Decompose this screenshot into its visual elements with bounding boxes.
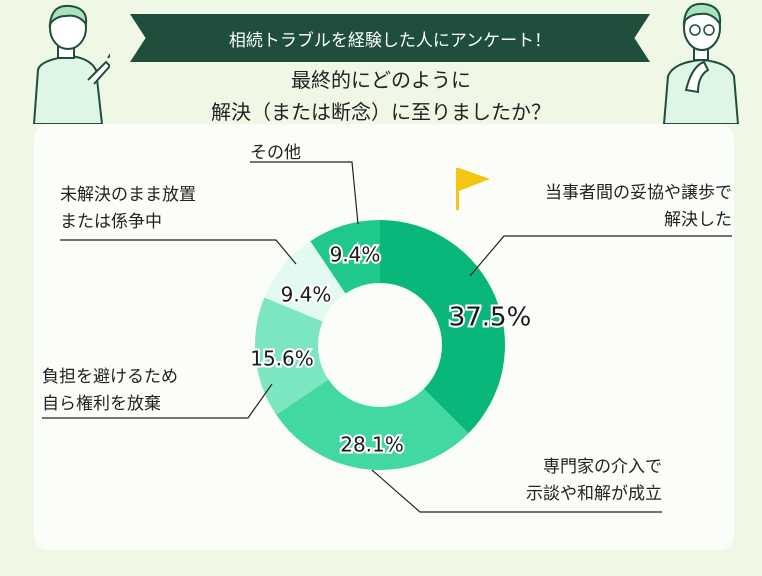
legend-label-1-line1: 専門家の介入で <box>543 457 662 477</box>
slice-value-label-0: 37.5% <box>449 303 532 333</box>
legend-label-3-line1: 未解決のまま放置 <box>60 185 196 205</box>
donut-slice-4 <box>310 220 380 294</box>
legend-label-4: その他 <box>250 140 301 167</box>
pointing-person-icon <box>32 4 110 124</box>
slice-value-label-4: 9.4% <box>330 243 381 267</box>
leader-line-0 <box>469 235 732 277</box>
legend-label-3: 未解決のまま放置 または係争中 <box>60 182 196 236</box>
legend-label-2-line1: 負担を避けるため <box>42 367 178 387</box>
leader-line-3 <box>60 239 297 265</box>
slice-value-label-1: 28.1% <box>340 433 404 457</box>
donut-slice-3 <box>264 241 346 322</box>
donut-slice-2 <box>255 297 329 415</box>
survey-banner: 相続トラブルを経験した人にアンケート！ <box>130 14 650 62</box>
legend-label-1: 専門家の介入で 示談や和解が成立 <box>526 454 662 508</box>
slice-value-label-2: 15.6% <box>250 347 314 371</box>
leader-line-4 <box>250 161 359 225</box>
legend-label-0-line2: 解決した <box>664 210 732 230</box>
donut-slice-1 <box>276 379 469 471</box>
slice-value-label-3: 9.4% <box>281 283 332 307</box>
legend-label-4-line1: その他 <box>250 143 301 163</box>
question-line-2: 解決（または断念）に至りましたか？ <box>211 100 551 124</box>
thinking-person-icon <box>662 2 740 124</box>
legend-label-2-line2: 自ら権利を放棄 <box>42 394 161 414</box>
legend-label-2: 負担を避けるため 自ら権利を放棄 <box>42 364 178 418</box>
chart-card <box>34 124 734 550</box>
legend-label-0: 当事者間の妥協や譲歩で 解決した <box>545 180 732 234</box>
question-line-1: 最終的にどのように <box>291 68 471 92</box>
donut-slice-0 <box>380 220 505 434</box>
banner-text: 相続トラブルを経験した人にアンケート！ <box>228 30 552 51</box>
legend-label-3-line2: または係争中 <box>60 212 162 232</box>
legend-label-1-line2: 示談や和解が成立 <box>526 484 662 504</box>
leader-line-2 <box>42 383 273 419</box>
legend-label-0-line1: 当事者間の妥協や譲歩で <box>545 183 732 203</box>
flag-icon <box>456 168 490 210</box>
leader-line-1 <box>371 469 662 513</box>
